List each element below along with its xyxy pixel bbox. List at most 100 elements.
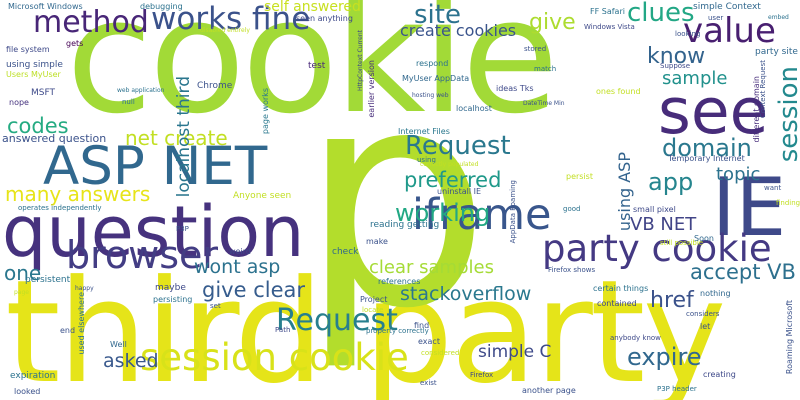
word-stackoverflow: stackoverflow [400, 283, 532, 305]
word-path: Path [275, 326, 291, 334]
word-good: good [563, 205, 581, 213]
word-gets: gets [66, 39, 84, 48]
word-small-pixel: small pixel [633, 205, 676, 214]
word-answered-question: answered question [2, 132, 107, 145]
word-session-vert: session [774, 66, 800, 163]
word-end: end [60, 326, 76, 335]
word-many-answers: many answers [5, 182, 151, 206]
word-simple-c: simple C [478, 342, 552, 362]
word-p3p-header: P3P header [657, 385, 697, 393]
word-disabled-entirely: disabled entirely [200, 27, 250, 34]
word-give-clear: give clear [202, 278, 305, 302]
word-localhost: localhost [456, 104, 492, 113]
word-create-cookies: create cookies [400, 21, 517, 40]
word-set: set [210, 302, 221, 310]
word-p: p [300, 25, 491, 374]
word-method: method [33, 5, 149, 40]
word-browser: browser [66, 233, 219, 277]
word-persistent: persistent [25, 275, 71, 285]
word-nothing: nothing [700, 289, 731, 298]
word-preferred: preferred [404, 168, 502, 192]
word-well: Well [110, 340, 127, 349]
word-ones-found: ones found [596, 87, 641, 96]
word-httpcontext-current: HttpContext Current [357, 30, 364, 91]
word-temporary-internet: Temporary Internet [668, 154, 745, 163]
word-references: references [378, 277, 421, 286]
word-contained: contained [597, 299, 637, 308]
word-hosting-web: hosting web [412, 92, 449, 99]
word-iframe: iframe [412, 190, 552, 240]
word-sample: sample [662, 68, 728, 89]
word-clear-samples: clear samples [369, 257, 494, 278]
word-persist: persist [566, 172, 593, 181]
word-uninstall-ie: uninstall IE [437, 187, 482, 196]
word-nope: nope [9, 98, 29, 107]
word-works-fine: works fine [151, 1, 311, 37]
word-request-center: Request [405, 131, 511, 161]
word-cookie: cookie [66, 0, 559, 149]
word-file-system: file system [6, 45, 50, 54]
word-asp-net: ASP NET [43, 136, 268, 197]
word-weird: weird [229, 247, 251, 256]
word-make: make [366, 237, 388, 246]
word-property-correctly: property correctly [366, 327, 429, 335]
word-expire: expire [627, 343, 702, 371]
word-request-bottom: Request [276, 303, 398, 338]
word-find: find [414, 321, 430, 330]
word-creating: creating [703, 370, 736, 379]
word-vb-net: VB NET [630, 214, 697, 235]
word-still-possible: still possible [660, 239, 704, 247]
word-respond: respond [416, 59, 449, 68]
word-anyone-seen: Anyone seen [233, 191, 292, 201]
word-accept-vb: accept VB [690, 260, 796, 284]
word-earlier-version: earlier version [367, 60, 376, 118]
word-asked: asked [103, 350, 159, 372]
word-finding: finding [776, 199, 800, 207]
word-used-elsewhere: used elsewhere [77, 292, 86, 355]
word-third-party: third party [5, 250, 727, 400]
word-wont-asp: wont asp [194, 256, 281, 278]
word-party-cookie: party cookie [542, 227, 772, 270]
word-persisting: persisting [153, 295, 193, 304]
word-happy: happy [75, 285, 94, 292]
word-clues: clues [627, 0, 695, 28]
word-want: want [764, 184, 782, 192]
word-considered: considered [421, 349, 460, 357]
word-give-top: give [529, 10, 576, 35]
word-expiration: expiration [10, 371, 56, 381]
word-another-page: another page [522, 386, 576, 395]
word-debugging: debugging [140, 2, 183, 11]
word-exist: exist [420, 379, 437, 387]
word-chrome: Chrome [197, 81, 233, 91]
word-context-request: Context Request [759, 60, 767, 119]
word-know: know [647, 44, 706, 69]
word-test: test [308, 61, 326, 71]
word-page: page [14, 289, 29, 296]
word-question: question [2, 191, 305, 273]
word-datetime-min: DateTime Min [523, 100, 565, 107]
word-myuser-appdata: MyUser AppData [402, 74, 470, 83]
word-topic: topic [716, 164, 761, 185]
word-session-cookie: session cookie [140, 336, 409, 379]
word-soon: Soon [694, 234, 714, 243]
word-windows-vista: Windows Vista [584, 23, 635, 31]
word-simple-context: simple Context [693, 2, 761, 12]
word-operates-independently: operates independently [18, 204, 102, 212]
word-href: href [650, 288, 694, 313]
word-match: match [534, 65, 557, 73]
word-exact: exact [418, 337, 440, 346]
word-let: let [700, 322, 711, 331]
word-ie: IE [712, 161, 787, 254]
word-different-domain: different domain [752, 76, 761, 143]
word-firefox: Firefox [470, 371, 494, 379]
word-seen-anything: seen anything [296, 14, 353, 23]
word-check: check [332, 247, 359, 257]
word-anybody-know: anybody know [610, 334, 661, 342]
word-microsoft-windows: Microsoft Windows [8, 2, 83, 11]
word-users-myuser: Users MyUser [6, 70, 61, 79]
word-ideas-tks: ideas Tks [496, 84, 534, 93]
word-user: user [708, 14, 724, 22]
word-msft: MSFT [31, 88, 55, 98]
word-see: see [658, 75, 769, 148]
